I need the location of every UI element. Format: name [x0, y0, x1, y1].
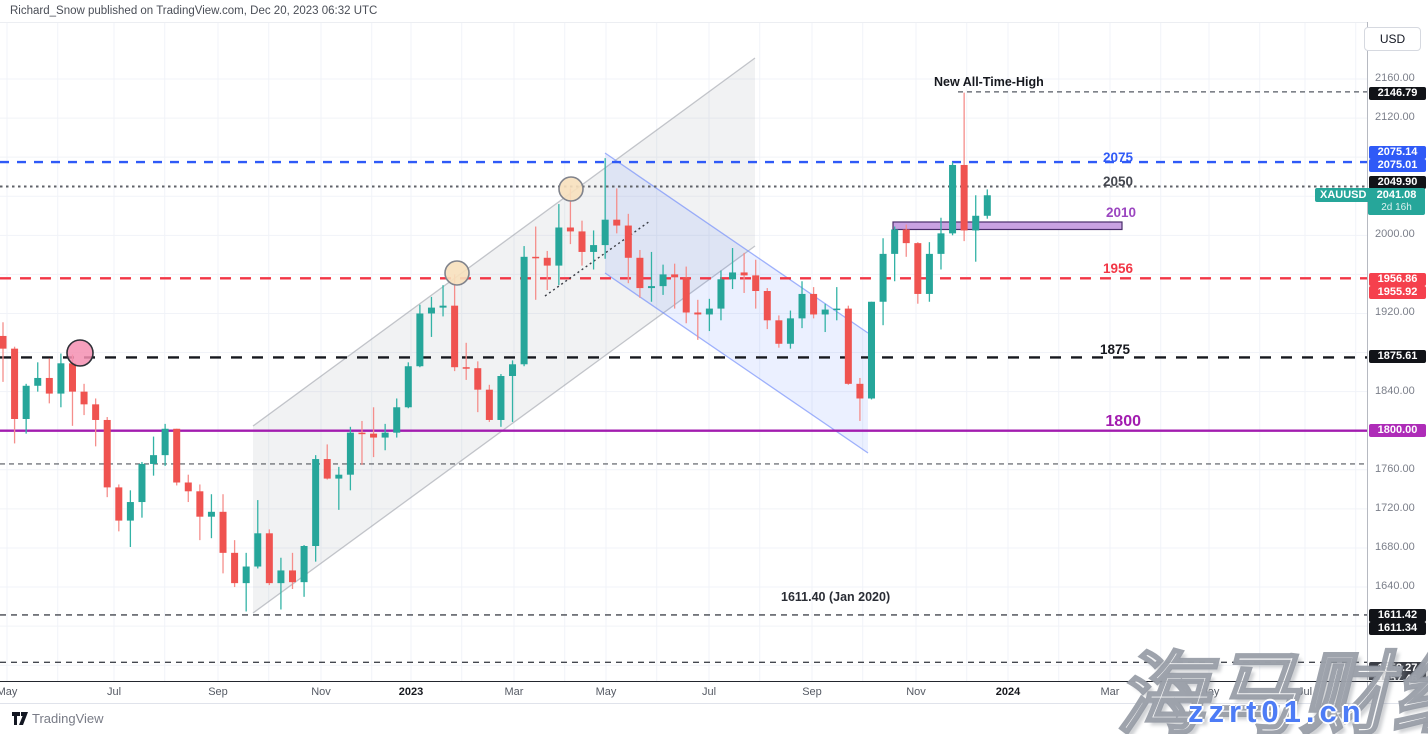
time-axis-label: Jul [701, 686, 717, 698]
price-axis-tick: 1720.00 [1375, 501, 1415, 514]
time-axis-label: Jul [106, 686, 122, 698]
price-axis-tick: 1840.00 [1375, 384, 1415, 397]
time-axis-label: Sep [802, 686, 822, 698]
price-axis-tick: 2120.00 [1375, 111, 1415, 124]
price-axis-tick: 1760.00 [1375, 462, 1415, 475]
time-axis-label: May [595, 686, 617, 698]
ascending-channel[interactable] [252, 57, 756, 614]
price-axis-tick: 2000.00 [1375, 228, 1415, 241]
bar-countdown: 2d 16h [1381, 202, 1412, 213]
level-label: 1800 [1105, 413, 1141, 430]
price-axis-tick: 1680.00 [1375, 540, 1415, 553]
price-badge: 1559.27 [1369, 661, 1426, 675]
last-price-value: 2041.08 [1376, 189, 1417, 201]
price-badge: 2075.14 [1369, 145, 1426, 159]
price-badge: 1956.86 [1369, 272, 1426, 286]
price-axis-tick: 2160.00 [1375, 72, 1415, 84]
time-axis-label: Nov [311, 686, 331, 698]
gridlines [0, 23, 1367, 681]
price-badge: 1875.61 [1369, 349, 1426, 363]
time-axis-label: 2024 [995, 686, 1021, 698]
level-label: 1875 [1099, 342, 1130, 357]
time-axis-label: Mar [1100, 686, 1120, 698]
chart-area[interactable]: New All-Time-High 2075 2050 2010 1956 1875 180… [0, 22, 1367, 681]
circle-marker[interactable] [444, 260, 470, 286]
publish-info: Richard_Snow published on TradingView.co… [10, 5, 378, 17]
descending-channel[interactable] [604, 152, 869, 454]
tradingview-logo-text[interactable]: TradingView [32, 711, 104, 726]
time-axis[interactable]: May Jul Sep Nov 2023 Mar May Jul Sep Nov 2024 Mar Ma… [0, 681, 1428, 704]
level-label: 2075 [1102, 150, 1133, 165]
level-label: 1611.40 (Jan 2020) [781, 590, 891, 604]
last-price-badge: 2041.08 2d 16h [1368, 188, 1425, 215]
title-bar: Richard_Snow published on TradingView.co… [0, 0, 1428, 22]
time-axis-label: Jul [1297, 686, 1313, 698]
price-axis[interactable]: 2160.00 2120.00 2000.00 1920.00 1840.00 1760.… [1367, 22, 1428, 680]
axis-corner-divider [1367, 682, 1368, 703]
price-badge: 1611.34 [1369, 621, 1426, 635]
price-axis-tick: 1920.00 [1375, 306, 1415, 319]
time-axis-label: 2023 [398, 686, 424, 698]
price-badge: 1611.42 [1369, 608, 1426, 622]
level-label: 2010 [1105, 205, 1136, 220]
level-label: 1956 [1102, 261, 1133, 276]
price-badge: 2075.01 [1369, 158, 1426, 172]
tradingview-logo-icon[interactable] [11, 711, 29, 731]
time-axis-label: Sep [208, 686, 228, 698]
footer: TradingView [0, 703, 1428, 734]
time-axis-label: May [1198, 686, 1220, 698]
time-axis-label: May [0, 686, 18, 698]
symbol-badge: XAUUSD [1315, 188, 1372, 202]
time-axis-label: Nov [906, 686, 926, 698]
price-badge: 2146.79 [1369, 86, 1426, 100]
candlestick-chart[interactable] [0, 23, 1367, 681]
currency-unit-button[interactable]: USD [1364, 27, 1421, 51]
price-axis-tick: 1640.00 [1375, 580, 1415, 593]
circle-marker[interactable] [558, 176, 584, 202]
price-badge: 2049.90 [1369, 175, 1426, 189]
dotted-trendline[interactable] [544, 220, 651, 297]
time-axis-label: Mar [504, 686, 524, 698]
price-badge: 1557.46 [1369, 672, 1426, 680]
price-badge: 1800.00 [1369, 423, 1426, 437]
supply-zone-2010[interactable] [892, 221, 1123, 231]
candlesticks[interactable] [0, 92, 991, 612]
price-badge: 1955.92 [1369, 285, 1426, 299]
level-label: 2050 [1102, 174, 1133, 189]
level-label: New All-Time-High [934, 75, 1044, 89]
circle-marker[interactable] [66, 339, 94, 367]
